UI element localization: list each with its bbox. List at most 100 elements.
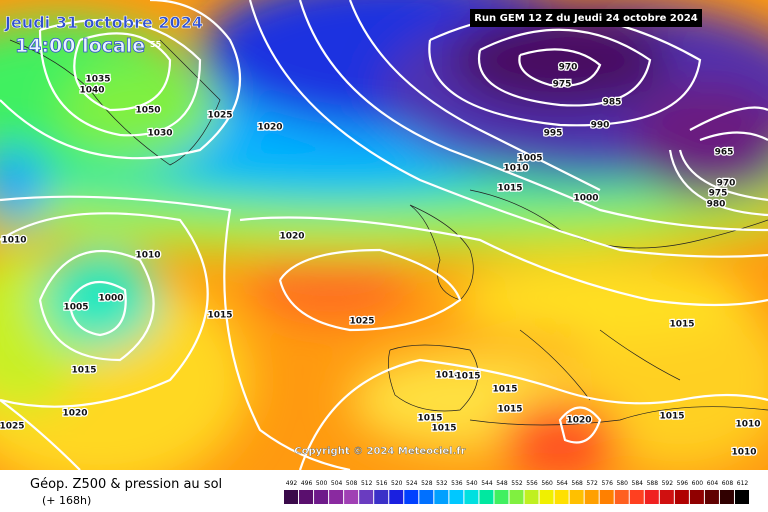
run-box [470,9,702,27]
legend-label: 512 [361,480,373,487]
legend-swatch [284,490,299,504]
isobar-label: 965 [715,148,734,158]
isobar-label: 1000 [573,194,598,204]
legend-label: 536 [451,480,463,487]
isobar [0,195,351,470]
isobar-label: 1015 [497,405,522,415]
time-note: 55 [150,40,162,49]
isobar-label: 970 [717,179,736,189]
color-legend: 492 496 500 504 508 512 516 520 524 528 532 536 540 5… [284,480,749,504]
isobar [668,106,768,217]
legend-swatch [314,490,329,504]
isobar [248,0,768,258]
legend-swatch [359,490,374,504]
isobar-label: 1015 [71,366,96,376]
isobar-label: 1010 [135,251,160,261]
legend-label: 532 [436,480,448,487]
isobar [38,250,155,362]
legend-label: 604 [707,480,719,487]
isobar-label: 995 [544,129,563,139]
map: 1035104010501030102510209709759859909951… [0,0,768,470]
legend-label: 584 [632,480,644,487]
isobar-label: 970 [559,63,578,73]
legend-swatch [734,490,749,504]
isobar-label: 1025 [349,317,374,327]
isobar [73,32,172,112]
isobar-label: 1020 [566,416,591,426]
legend-label: 528 [421,480,433,487]
legend-label: 588 [647,480,659,487]
isobar-label: 1020 [62,409,87,419]
legend-swatch [434,490,449,504]
isobar [0,212,209,408]
legend-swatch [674,490,689,504]
legend-label: 596 [677,480,689,487]
isobar-label: 1005 [517,154,542,164]
coastline [469,189,768,249]
isobar-label: 1010 [503,164,528,174]
legend-label: 552 [511,480,523,487]
legend-swatch [689,490,704,504]
legend-swatch [479,490,494,504]
isobar-label: 990 [591,121,610,131]
isobar-label: 1015 [207,311,232,321]
legend-swatch [539,490,554,504]
isobar-label: 1010 [1,236,26,246]
legend-label: 568 [571,480,583,487]
legend-swatch [644,490,659,504]
isobar-label: 1020 [279,232,304,242]
isobar [298,0,768,232]
legend-swatch [419,490,434,504]
legend-label: 524 [406,480,418,487]
legend-label: 600 [692,480,704,487]
isobar-label: 1010 [435,371,460,381]
legend-swatch [509,490,524,504]
legend-swatch [404,490,419,504]
coastline [388,344,479,412]
isobar-label: 1000 [98,294,123,304]
legend-swatch [494,490,509,504]
legend-label: 556 [526,480,538,487]
isobar [348,0,601,191]
legend-label: 548 [496,480,508,487]
isobar-label: 1015 [455,372,480,382]
legend-swatch [464,490,479,504]
run-info: Run GEM 12 Z du Jeudi 24 octobre 2024 [474,13,698,24]
legend-label: 572 [586,480,598,487]
isobar-label: 1025 [207,111,232,121]
isobar [0,0,242,160]
legend-label: 612 [737,480,749,487]
legend-label: 492 [286,480,298,487]
legend-swatch [599,490,614,504]
coastline [469,329,768,426]
isobar-label: 1015 [492,385,517,395]
isobar [239,216,768,307]
legend-swatch [299,490,314,504]
isobar-label: 1015 [497,184,522,194]
isobar-label: 1015 [431,424,456,434]
footer-title: Géop. Z500 & pression au sol [30,477,222,492]
isobar [278,248,462,332]
legend-swatch [719,490,734,504]
legend-label: 500 [316,480,328,487]
isobar-label: 1040 [79,86,104,96]
isobar-label: 1030 [147,129,172,139]
legend-label: 544 [481,480,493,487]
isobar-label: 980 [707,200,726,210]
legend-label: 496 [301,480,313,487]
legend-label: 580 [616,480,628,487]
isobar-label: 1015 [659,412,684,422]
footer-lead: (+ 168h) [42,494,91,507]
legend-swatch [374,490,389,504]
isobar-label: 1015 [417,414,442,424]
legend-label: 504 [331,480,343,487]
legend-swatch [524,490,539,504]
legend-swatch [614,490,629,504]
forecast-time: 14:00 locale [15,35,145,57]
legend-swatch [329,490,344,504]
isobar-label: 975 [709,189,728,199]
legend-label: 608 [722,480,734,487]
isobar-label: 1035 [85,75,110,85]
legend-label: 560 [541,480,553,487]
legend-swatch [449,490,464,504]
